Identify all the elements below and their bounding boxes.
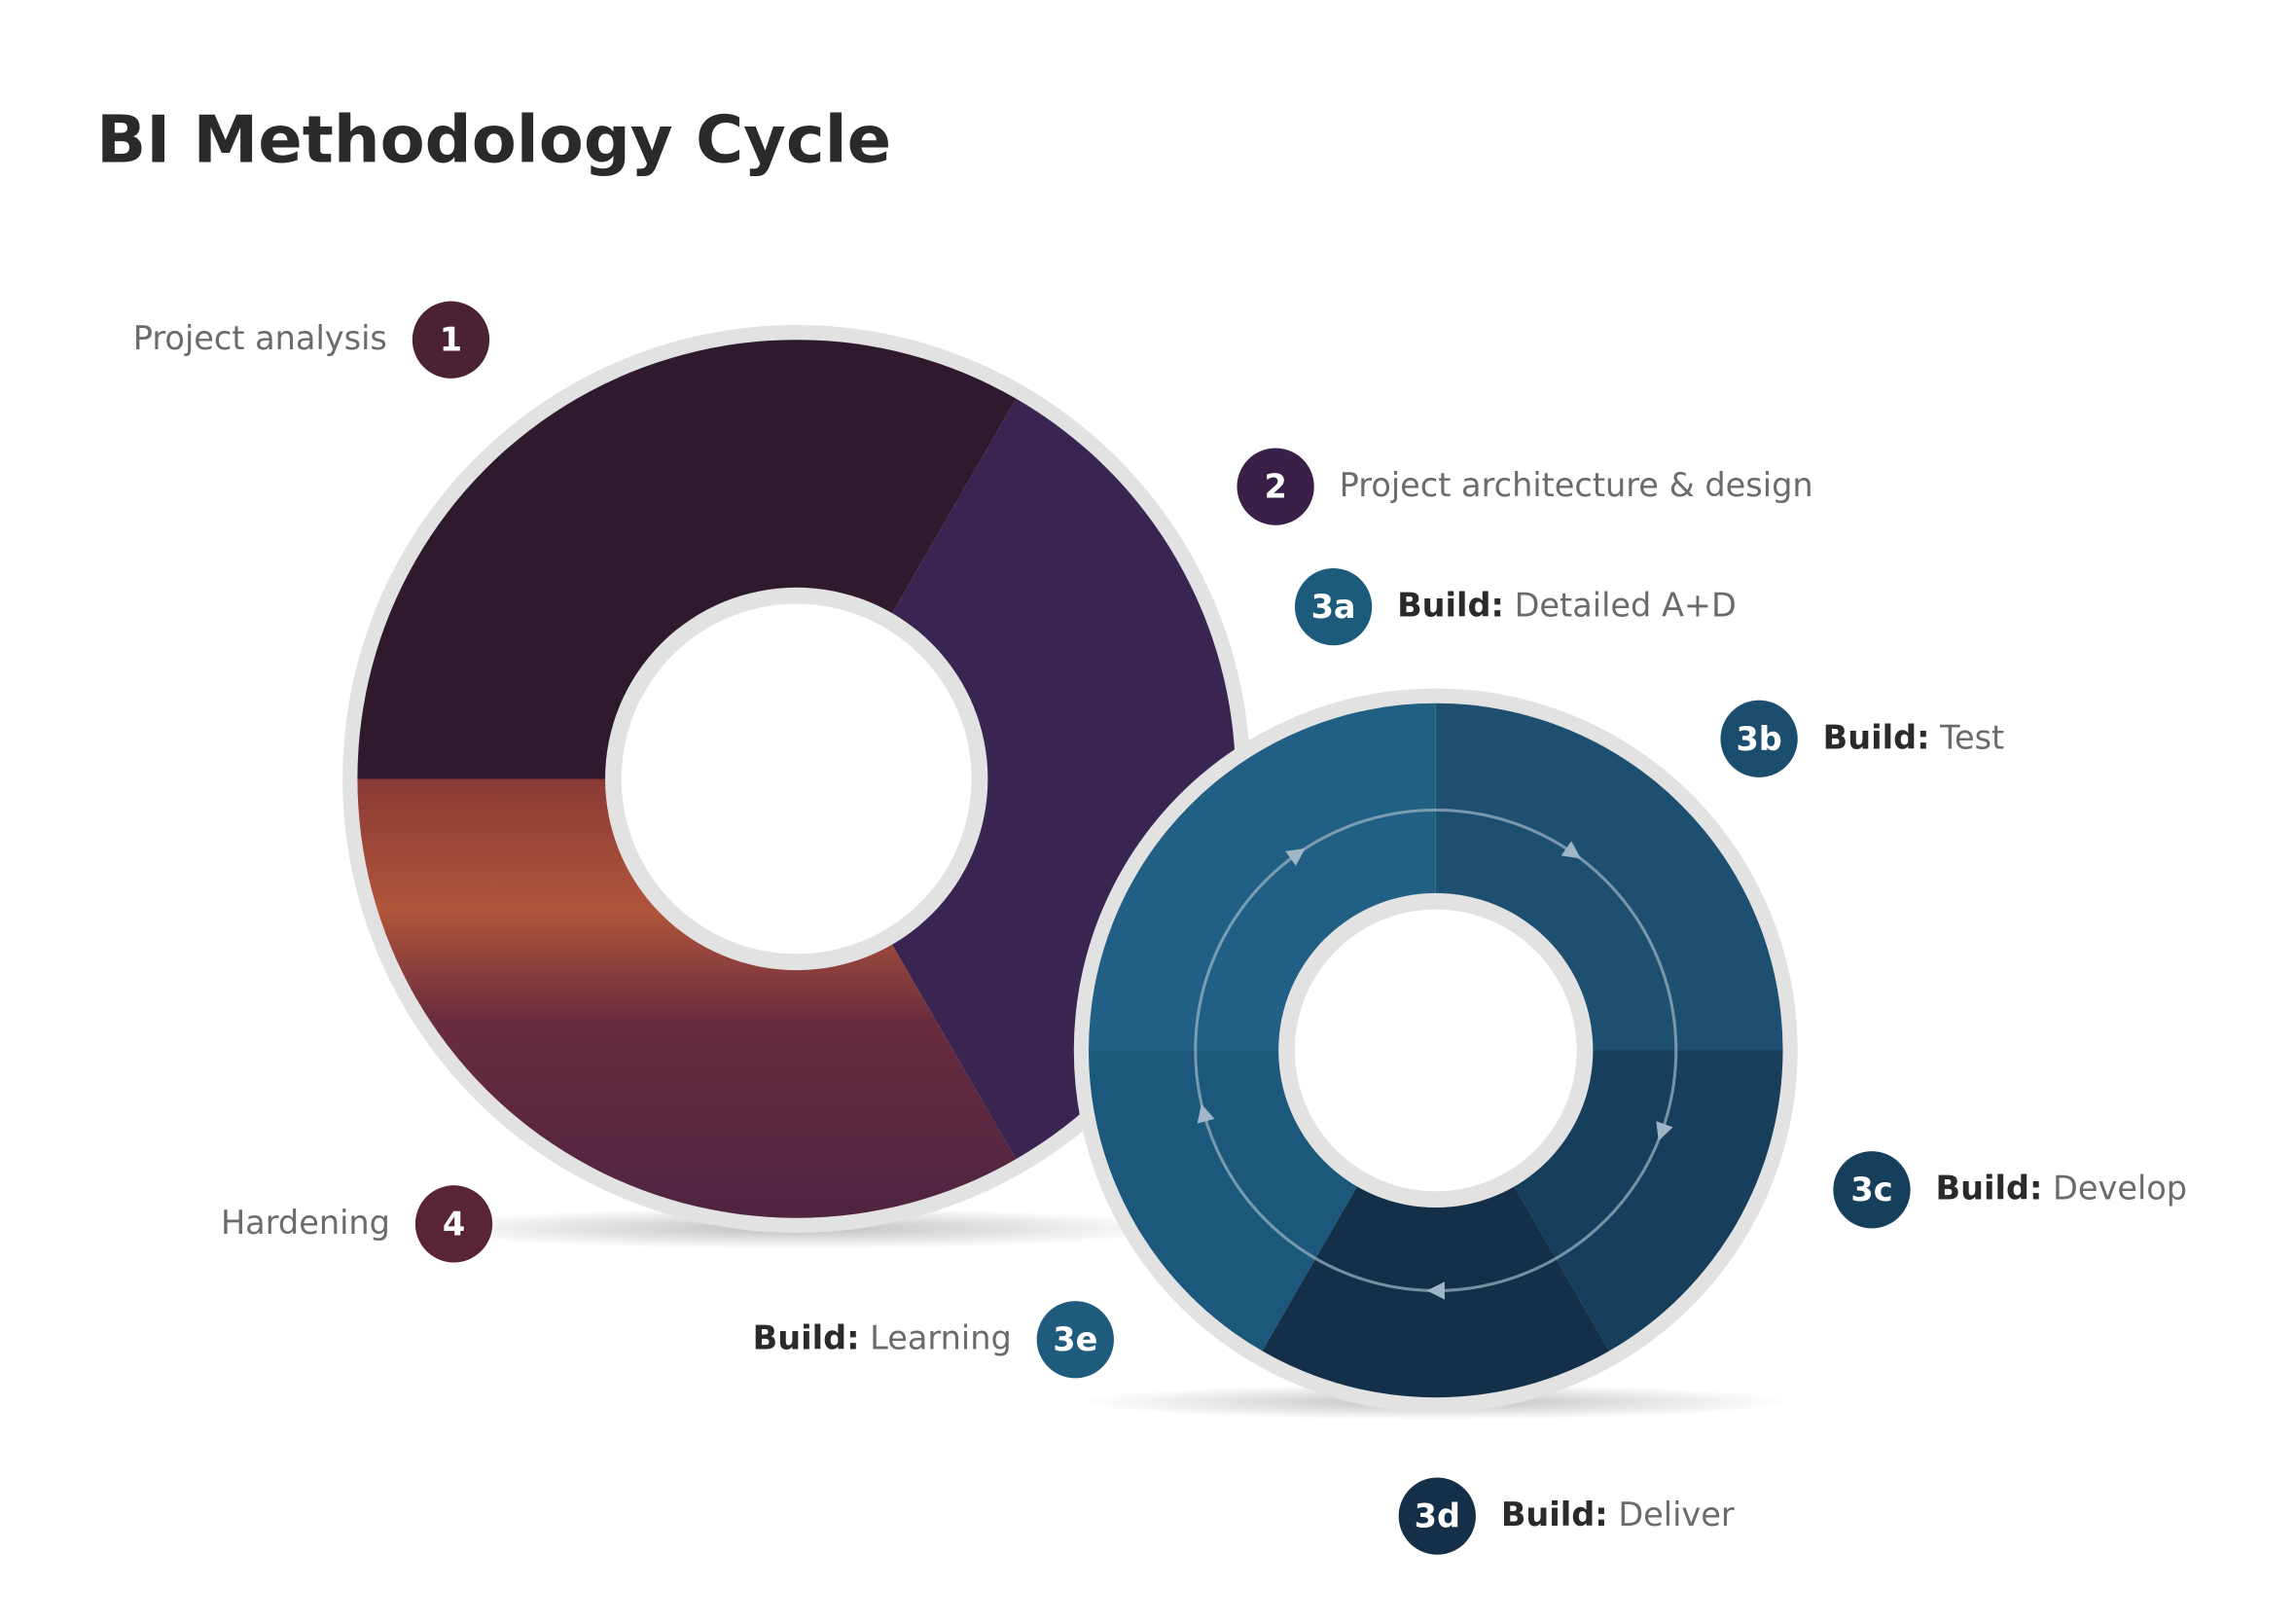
cycle-arrow <box>1197 1103 1215 1124</box>
step: 3c Build: Develop <box>1833 1151 2188 1229</box>
step-text: Learning <box>870 1318 1012 1356</box>
wheel-hole <box>621 603 972 955</box>
wheel-segment <box>1089 1050 1358 1352</box>
wheel-segment <box>1089 703 1436 1051</box>
step-text: Develop <box>2053 1169 2187 1207</box>
wheels <box>342 324 1798 1413</box>
step-number: 3c <box>1850 1171 1892 1208</box>
step-badge <box>412 301 490 379</box>
step-label: Hardening <box>221 1203 390 1241</box>
step-badge <box>1036 1301 1114 1379</box>
step-badge <box>1398 1477 1476 1555</box>
step-badge <box>1294 567 1373 646</box>
step-label: Project architecture & design <box>1340 466 1813 504</box>
step: 3a Build: Detailed A+D <box>1294 567 1737 646</box>
cycle-arrow <box>1285 848 1306 866</box>
step-text: Hardening <box>221 1203 390 1241</box>
step-label: Build: Learning <box>753 1318 1012 1356</box>
step-label: Build: Test <box>1823 718 2005 756</box>
wheel-segment <box>1435 703 1783 1051</box>
step-badge <box>1720 700 1798 777</box>
step: 1 Project analysis <box>133 301 490 379</box>
step-badge <box>414 1185 493 1263</box>
step-text: Project analysis <box>133 319 387 357</box>
step-number: 4 <box>443 1205 465 1243</box>
steps: 1 Project analysis 2 Project architecture &… <box>133 301 2188 1555</box>
step-number: 1 <box>440 321 462 359</box>
wheel-segment <box>357 778 1017 1218</box>
step-label: Build: Detailed A+D <box>1397 586 1737 624</box>
step-text: Project architecture & design <box>1340 466 1813 504</box>
cycle-arrow <box>1656 1121 1673 1141</box>
step-text: Test <box>1939 718 2004 756</box>
wheel-segment <box>1513 1050 1783 1352</box>
step: 3d Build: Deliver <box>1398 1477 1735 1555</box>
step-badge <box>1833 1151 1911 1229</box>
step-prefix: Build: <box>753 1318 860 1356</box>
cycle-arrow <box>1426 1281 1445 1300</box>
step-text: Detailed A+D <box>1515 586 1737 624</box>
step: 2 Project architecture & design <box>1237 448 1813 525</box>
cycle-arrow <box>1561 841 1581 859</box>
step-prefix: Build: <box>1397 586 1504 624</box>
step-label: Project analysis <box>133 319 387 357</box>
wheel-hole <box>1294 909 1577 1192</box>
step-number: 3b <box>1736 720 1781 758</box>
step-prefix: Build: <box>1823 718 1930 756</box>
title: BI Methodology Cycle <box>96 102 891 178</box>
step-number: 2 <box>1264 468 1286 506</box>
step-number: 3d <box>1415 1497 1460 1535</box>
step: 4 Hardening <box>221 1185 493 1263</box>
step-badge <box>1237 448 1314 525</box>
wheel-segment <box>357 340 1017 779</box>
step-prefix: Build: <box>1936 1169 2043 1207</box>
step-label: Build: Develop <box>1936 1169 2188 1207</box>
step-text: Deliver <box>1618 1496 1735 1533</box>
step-label: Build: Deliver <box>1501 1496 1735 1533</box>
step-prefix: Build: <box>1501 1496 1608 1533</box>
step-number: 3a <box>1311 588 1356 626</box>
step: 3e Build: Learning <box>753 1301 1114 1379</box>
step: 3b Build: Test <box>1720 700 2005 777</box>
step-number: 3e <box>1053 1320 1097 1358</box>
